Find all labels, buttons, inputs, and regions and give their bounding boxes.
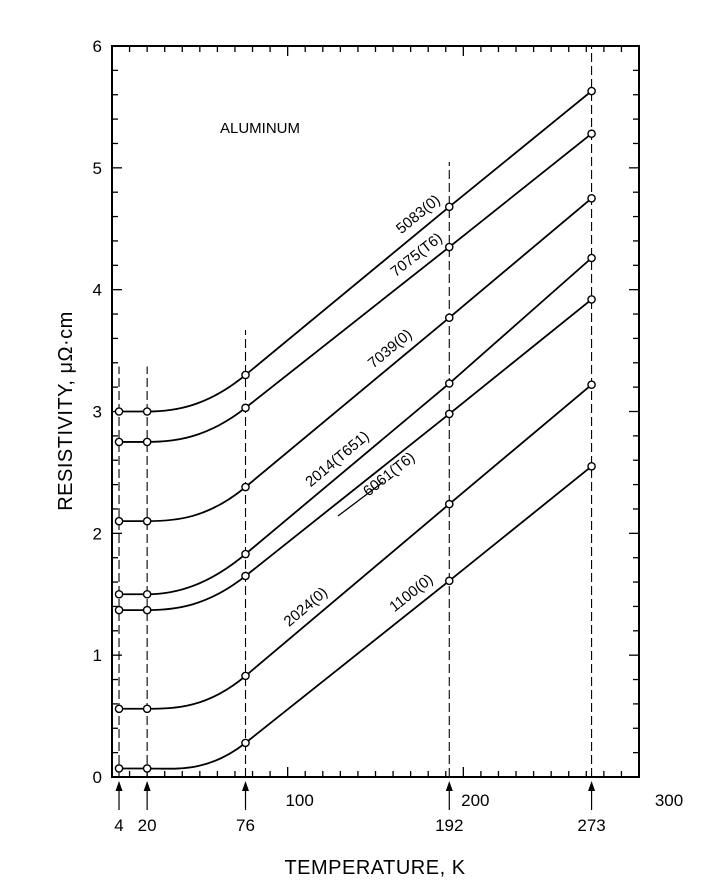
data-point bbox=[114, 764, 124, 773]
data-point bbox=[241, 482, 250, 492]
y-axis-title: RESISTIVITY, μΩ·cm bbox=[55, 311, 77, 511]
measured-temperature-label: 4 bbox=[114, 816, 123, 835]
measured-temperature-label: 192 bbox=[435, 816, 463, 835]
data-point bbox=[241, 671, 250, 681]
y-tick-label: 1 bbox=[93, 646, 102, 665]
series-labels: 5083(0)7075(T6)7039(0)2014(T651)6061(T6)… bbox=[281, 192, 446, 631]
y-tick-label: 0 bbox=[93, 768, 102, 787]
data-point bbox=[142, 516, 152, 526]
x-tick-label: 100 bbox=[285, 791, 313, 810]
data-point bbox=[241, 738, 250, 748]
label-leader-6061 bbox=[337, 481, 384, 517]
y-tick-label: 3 bbox=[93, 403, 102, 422]
data-point bbox=[444, 242, 454, 252]
series-line bbox=[119, 90, 593, 413]
data-point bbox=[587, 295, 596, 304]
series-line bbox=[119, 257, 593, 596]
data-point bbox=[241, 370, 250, 380]
data-point bbox=[444, 202, 454, 212]
data-point bbox=[142, 764, 152, 773]
data-point bbox=[444, 379, 454, 388]
y-tick-label: 5 bbox=[93, 159, 102, 178]
x-axis-title: TEMPERATURE, K bbox=[284, 857, 465, 879]
data-point bbox=[142, 589, 152, 599]
data-point bbox=[142, 437, 152, 447]
series-line bbox=[119, 465, 593, 770]
series-label: 2024(0) bbox=[281, 584, 331, 630]
data-point bbox=[142, 704, 152, 714]
data-point bbox=[587, 193, 596, 203]
x-tick-label: 300 bbox=[655, 791, 683, 810]
series-label: 1100(0) bbox=[386, 571, 436, 616]
data-point bbox=[444, 313, 454, 322]
y-tick-labels: 0 1 2 3 4 5 6 bbox=[93, 37, 102, 787]
series-label: 7039(0) bbox=[365, 326, 416, 372]
minor-ticks bbox=[111, 45, 640, 778]
data-point bbox=[241, 571, 250, 581]
guide-arrow-head-20 bbox=[143, 781, 151, 791]
data-point bbox=[444, 576, 454, 586]
data-point-markers bbox=[114, 86, 596, 773]
data-point bbox=[444, 499, 454, 509]
data-point bbox=[241, 549, 250, 559]
data-point bbox=[114, 589, 124, 599]
data-point bbox=[587, 129, 596, 139]
y-tick-label: 6 bbox=[93, 37, 102, 56]
data-point bbox=[114, 407, 124, 416]
data-point bbox=[587, 253, 596, 263]
measured-temperature-label: 20 bbox=[138, 816, 157, 835]
data-point bbox=[587, 86, 596, 96]
guide-arrow-head-192 bbox=[445, 781, 453, 791]
y-tick-label: 4 bbox=[93, 281, 102, 300]
measured-temperature-label: 76 bbox=[236, 816, 255, 835]
y-tick-label: 2 bbox=[93, 524, 102, 543]
data-point bbox=[142, 407, 152, 416]
data-point bbox=[241, 403, 250, 413]
guide-arrow-head-4 bbox=[115, 781, 123, 791]
data-point bbox=[587, 380, 596, 389]
measurement-guides bbox=[115, 46, 596, 810]
measured-temperature-label: 273 bbox=[577, 816, 605, 835]
data-point bbox=[142, 605, 152, 615]
x-tick-labels: 100 200 300 bbox=[285, 791, 683, 810]
guide-arrow-head-76 bbox=[242, 781, 250, 791]
data-point bbox=[114, 704, 124, 714]
series-lines bbox=[119, 90, 593, 770]
data-point bbox=[114, 605, 124, 615]
x-tick-label: 200 bbox=[461, 791, 489, 810]
data-point bbox=[114, 437, 124, 447]
series-label: 2014(T651) bbox=[302, 428, 372, 491]
annotation-aluminum: ALUMINUM bbox=[220, 120, 300, 137]
series-line bbox=[119, 197, 593, 523]
measured-temperature-labels: 4 20 76 192 273 bbox=[114, 816, 605, 835]
data-point bbox=[114, 516, 124, 526]
data-point bbox=[444, 409, 454, 419]
data-point bbox=[587, 462, 596, 471]
guide-arrow-head-273 bbox=[588, 781, 596, 791]
